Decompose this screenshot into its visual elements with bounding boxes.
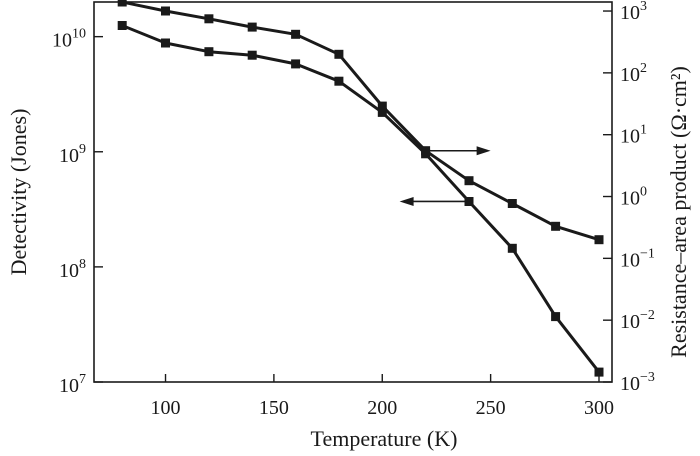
annotation-arrows (399, 146, 491, 206)
right-y-axis-title: Resistance–area product (Ω·cm²) (666, 66, 691, 358)
series-lines (121, 0, 601, 374)
arrow-left (399, 196, 469, 206)
left-y-tick-label: 107 (59, 372, 86, 397)
right-y-tick-label: 10−1 (620, 246, 655, 271)
right-y-tick-label: 10−3 (620, 370, 655, 395)
data-point-right (464, 176, 474, 186)
data-point-left (594, 367, 604, 377)
arrow-head (476, 146, 491, 156)
data-point-right (421, 146, 431, 156)
data-point-left (291, 59, 301, 69)
right-y-tick-label: 10−2 (620, 308, 655, 333)
x-tick-label: 150 (259, 397, 289, 419)
data-point-right (594, 235, 604, 245)
left-y-tick-label: 109 (59, 142, 86, 167)
data-point-right (204, 14, 214, 24)
data-point-right (247, 22, 257, 32)
right-y-tick-label: 101 (620, 123, 647, 148)
data-point-right (551, 221, 561, 231)
data-point-left (117, 21, 127, 30)
right-y-tick-label: 103 (620, 0, 647, 24)
series-line-left (121, 24, 601, 374)
x-tick-label: 300 (584, 397, 614, 419)
axis-ticks (94, 10, 612, 383)
x-tick-label: 250 (476, 397, 506, 419)
data-point-right (117, 0, 127, 7)
data-point-right (377, 101, 387, 111)
data-point-left (334, 76, 344, 86)
data-point-left (161, 38, 170, 48)
data-point-right (161, 6, 170, 16)
x-tick-label: 100 (151, 397, 181, 419)
right-y-tick-label: 102 (620, 61, 647, 86)
data-point-left (204, 47, 214, 57)
data-point-right (334, 49, 344, 59)
series-markers (117, 0, 604, 377)
data-point-left (507, 243, 517, 253)
arrow-head (399, 196, 414, 206)
arrow-right (425, 146, 491, 156)
data-point-left (377, 107, 387, 117)
x-axis-title: Temperature (K) (311, 426, 458, 451)
tick-labels: 100 150 200 250 300 107 108 109 1010 10−3 10−2 10−1… (52, 0, 655, 419)
left-y-axis-title: Detectivity (Jones) (6, 109, 31, 276)
series-line-right (121, 0, 600, 242)
x-tick-label: 200 (367, 397, 397, 419)
right-y-tick-label: 100 (620, 185, 647, 210)
plot-frame (93, 1, 613, 383)
left-y-tick-label: 108 (59, 257, 86, 282)
left-y-tick-label: 1010 (52, 27, 86, 52)
data-point-right (507, 199, 517, 208)
data-point-right (291, 29, 301, 39)
data-point-left (551, 312, 561, 322)
data-point-left (247, 50, 257, 60)
data-point-left (464, 197, 474, 206)
plot-border (93, 1, 613, 383)
